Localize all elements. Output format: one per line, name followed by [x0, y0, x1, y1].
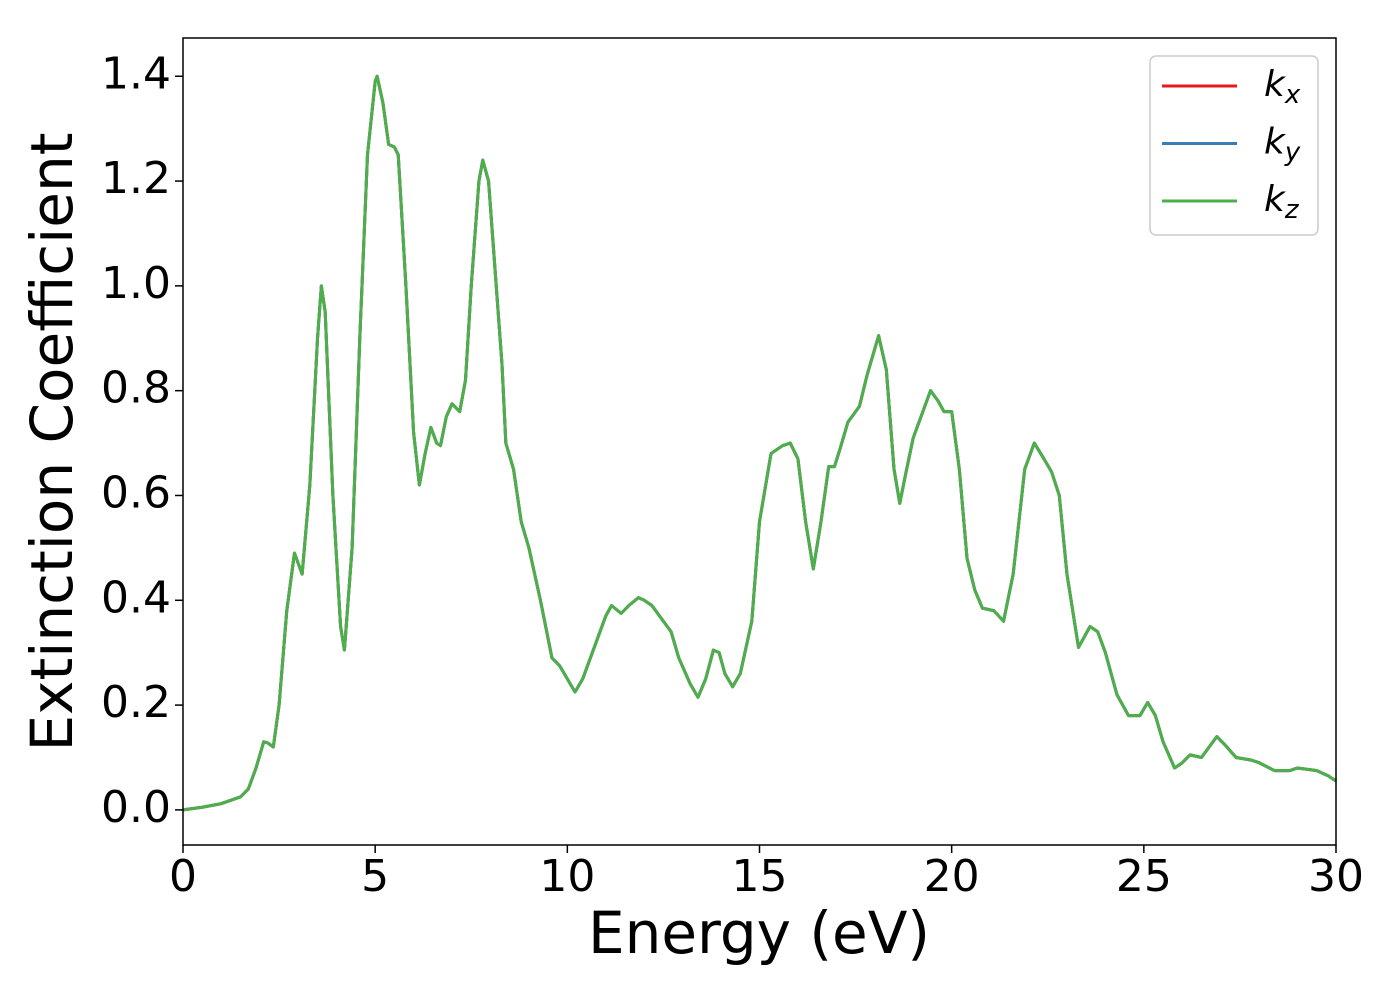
y-axis-label: Extinction Coefficient	[18, 133, 86, 752]
x-tick-label: 15	[732, 851, 788, 902]
x-tick-label: 0	[169, 851, 197, 902]
y-tick-label: 1.2	[101, 153, 171, 204]
y-tick-label: 0.6	[101, 467, 171, 518]
legend-label: ky	[1264, 122, 1301, 168]
x-tick-label: 25	[1116, 851, 1172, 902]
legend-label: kx	[1264, 64, 1301, 110]
x-tick-label: 10	[539, 851, 595, 902]
x-tick-label: 20	[924, 851, 980, 902]
x-axis-label: Energy (eV)	[588, 899, 930, 967]
legend-label: kz	[1264, 179, 1300, 225]
x-tick-label: 30	[1308, 851, 1364, 902]
y-tick-label: 0.8	[101, 363, 171, 414]
legend: kx ky kz	[1149, 55, 1319, 236]
y-tick-label: 1.4	[101, 48, 171, 99]
y-tick-label: 0.2	[101, 677, 171, 728]
y-tick-label: 1.0	[101, 258, 171, 309]
y-tick-label: 0.4	[101, 572, 171, 623]
plot-frame	[182, 37, 1337, 846]
series-line	[182, 74, 1337, 812]
x-tick-label: 5	[361, 851, 389, 902]
y-tick-label: 0.0	[101, 782, 171, 833]
legend-frame	[1149, 55, 1319, 236]
